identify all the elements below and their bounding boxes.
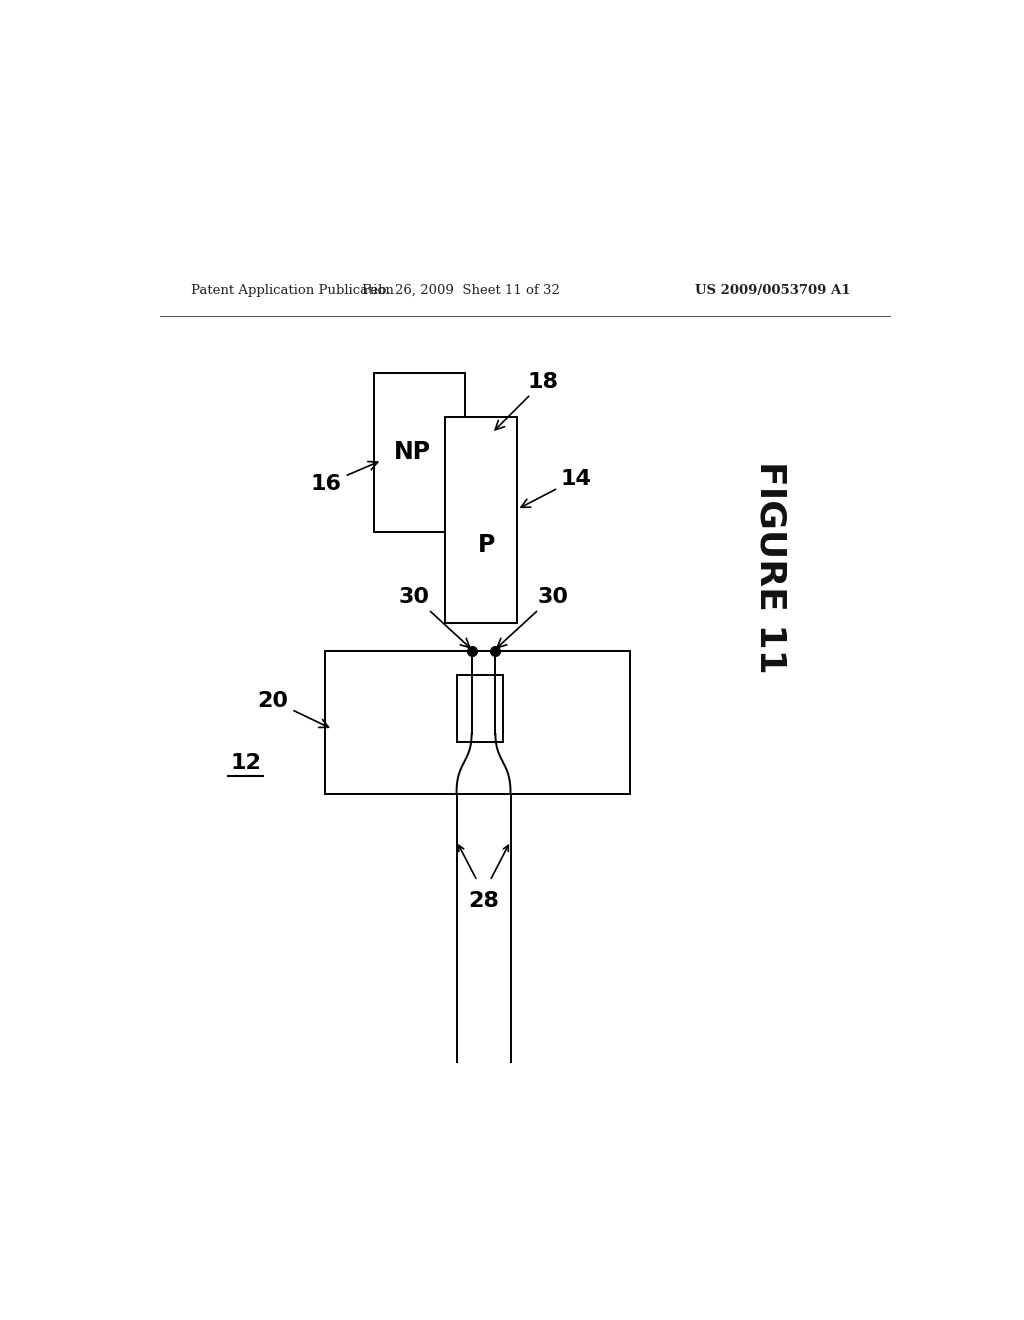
Text: 16: 16 bbox=[311, 462, 378, 494]
Text: US 2009/0053709 A1: US 2009/0053709 A1 bbox=[694, 284, 850, 297]
Text: Patent Application Publication: Patent Application Publication bbox=[191, 284, 394, 297]
Bar bbox=[458, 675, 504, 742]
Text: 30: 30 bbox=[399, 587, 470, 648]
Text: 28: 28 bbox=[468, 891, 499, 911]
Text: 18: 18 bbox=[496, 371, 559, 430]
Text: 14: 14 bbox=[521, 469, 592, 507]
Text: FIGURE 11: FIGURE 11 bbox=[754, 461, 787, 673]
Text: NP: NP bbox=[394, 441, 431, 465]
Bar bbox=[445, 417, 517, 623]
Text: Feb. 26, 2009  Sheet 11 of 32: Feb. 26, 2009 Sheet 11 of 32 bbox=[362, 284, 560, 297]
Text: P: P bbox=[478, 532, 496, 557]
Text: 12: 12 bbox=[230, 754, 261, 774]
Text: 30: 30 bbox=[498, 587, 568, 648]
Bar bbox=[325, 651, 631, 793]
Text: 20: 20 bbox=[258, 690, 329, 727]
Bar bbox=[374, 374, 465, 532]
